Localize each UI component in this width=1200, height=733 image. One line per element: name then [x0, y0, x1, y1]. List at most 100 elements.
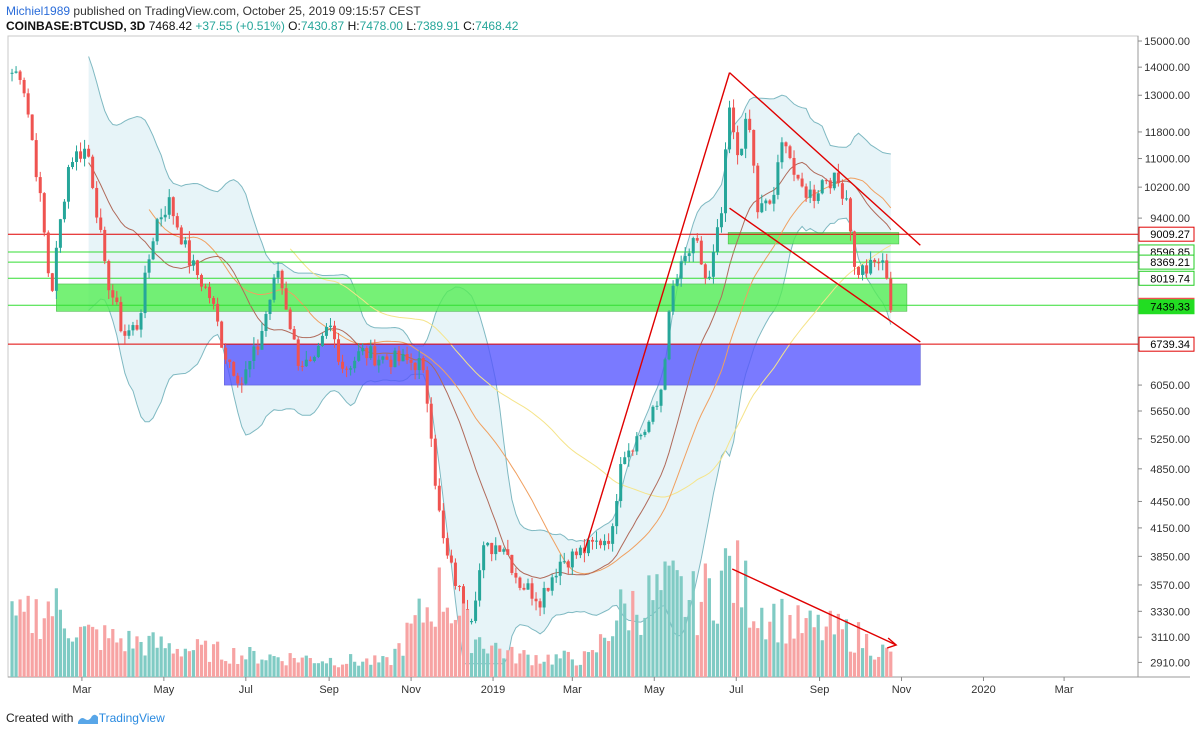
volume-bar [615, 620, 619, 677]
candle-body [199, 275, 203, 287]
candle-body [115, 297, 119, 303]
volume-bar [195, 639, 200, 677]
volume-bar [115, 642, 119, 677]
candle-body [409, 359, 413, 363]
volume-bar [103, 625, 107, 677]
volume-bar [514, 663, 518, 677]
candle-body [236, 375, 240, 384]
candle-body [635, 436, 639, 452]
volume-bar [429, 621, 433, 677]
volume-bar [473, 639, 478, 677]
volume-bar [409, 623, 413, 677]
candle-body [457, 585, 461, 587]
volume-bar [256, 663, 260, 677]
volume-bar [784, 643, 788, 677]
candle-body [586, 539, 590, 554]
author-link[interactable]: Michiel1989 [6, 4, 71, 18]
volume-bar [607, 641, 611, 677]
volume-bar [393, 648, 397, 677]
candle-body [413, 362, 417, 371]
volume-bar [840, 629, 844, 677]
volume-bar [280, 661, 284, 677]
close-label: C: [463, 19, 476, 33]
candle-body [615, 501, 619, 527]
price-label-text: 7439.33 [1150, 302, 1190, 314]
candle-body [768, 200, 772, 204]
volume-bar [236, 663, 240, 677]
candle-body [260, 330, 264, 350]
volume-bar [877, 656, 881, 677]
volume-bar [494, 642, 498, 677]
volume-bar [788, 614, 792, 677]
candle-body [228, 359, 232, 362]
volume-bar [699, 601, 703, 677]
volume-bar [844, 619, 849, 677]
volume-bar [566, 651, 570, 677]
candle-body [506, 549, 510, 555]
y-tick-label: 9400.00 [1150, 213, 1190, 225]
volume-bar [873, 659, 877, 677]
candle-body [361, 348, 365, 352]
candle-body [107, 261, 111, 291]
candle-body [619, 464, 623, 502]
candle-body [272, 277, 276, 300]
volume-bar [506, 650, 510, 677]
zone-blue-2 [224, 343, 921, 386]
candles [10, 66, 893, 629]
y-tick-label: 3850.00 [1150, 551, 1190, 563]
tradingview-brand[interactable]: TradingView [98, 711, 165, 725]
volume-bar [232, 648, 236, 677]
candle-body [699, 240, 703, 265]
candle-body [719, 213, 723, 228]
low-label: L: [406, 19, 417, 33]
open-value: 7430.87 [300, 19, 345, 33]
open-label: O: [288, 19, 301, 33]
volume-bar [228, 663, 232, 677]
volume-bar [534, 655, 538, 677]
candle-body [711, 251, 715, 277]
volume-bars [10, 540, 893, 677]
symbol-name: COINBASE:BTCUSD, 3D [6, 19, 146, 33]
volume-bar [276, 657, 280, 677]
volume-bar [58, 609, 63, 677]
candle-body [135, 325, 139, 330]
volume-bar [87, 624, 91, 677]
candle-body [244, 369, 248, 384]
x-tick-label: Nov [401, 684, 421, 696]
candle-body [377, 359, 381, 366]
volume-bar [848, 651, 853, 677]
volume-bar [135, 636, 139, 677]
volume-bar [332, 665, 337, 677]
candle-body [461, 586, 465, 610]
candle-body [224, 347, 228, 360]
candle-body [760, 203, 764, 213]
volume-bar [111, 629, 115, 677]
candle-body [611, 526, 615, 544]
candle-body [187, 240, 191, 266]
volume-bar [78, 626, 83, 677]
volume-bar [764, 639, 768, 677]
volume-bar [752, 621, 756, 677]
volume-bar [756, 628, 760, 677]
volume-bar [199, 644, 204, 677]
volume-bar [586, 652, 591, 677]
x-tick-label: 2019 [481, 684, 505, 696]
candle-body [756, 165, 760, 213]
volume-bar [663, 561, 667, 677]
candle-body [429, 403, 433, 439]
candle-body [417, 358, 421, 371]
candle-body [796, 174, 800, 179]
candle-body [800, 178, 804, 187]
candle-body [732, 107, 736, 133]
candle-body [590, 539, 594, 542]
candle-body [494, 545, 498, 555]
volume-bar [627, 630, 631, 677]
candle-body [445, 538, 449, 556]
candle-body [284, 288, 288, 310]
volume-bar [578, 664, 582, 677]
candle-body [38, 177, 42, 194]
candle-body [304, 359, 308, 367]
volume-bar [264, 660, 268, 677]
candle-body [268, 299, 272, 314]
